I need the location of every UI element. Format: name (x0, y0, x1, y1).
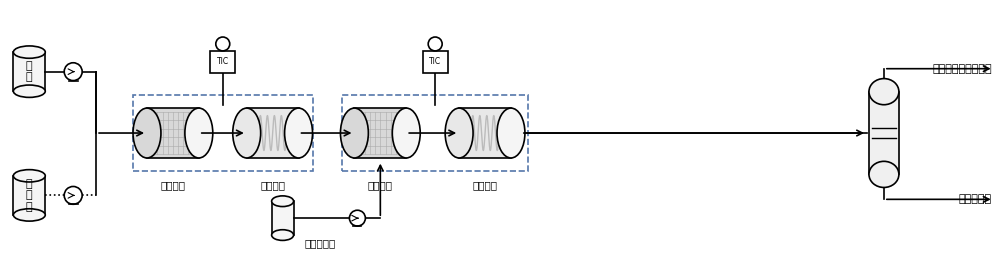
FancyBboxPatch shape (210, 51, 235, 73)
Circle shape (349, 210, 365, 226)
Bar (342, 95, 528, 171)
Ellipse shape (869, 161, 899, 188)
Circle shape (64, 63, 82, 80)
Text: 原
料: 原 料 (26, 61, 33, 82)
Ellipse shape (233, 108, 261, 158)
Bar (869, 92, 899, 175)
Bar (147, 108, 199, 158)
FancyBboxPatch shape (423, 51, 448, 73)
Ellipse shape (133, 108, 161, 158)
Bar (354, 108, 406, 158)
Text: 粗产品储罐: 粗产品储罐 (959, 194, 992, 204)
Circle shape (64, 186, 82, 204)
Ellipse shape (13, 170, 45, 182)
Bar (133, 95, 313, 171)
Ellipse shape (272, 196, 294, 207)
Ellipse shape (185, 108, 213, 158)
Text: 预热模块: 预热模块 (160, 180, 185, 191)
Bar (247, 108, 299, 158)
Bar (272, 201, 294, 235)
Text: 反应模块: 反应模块 (368, 180, 393, 191)
Text: TIC: TIC (429, 57, 441, 66)
Ellipse shape (340, 108, 368, 158)
Ellipse shape (392, 108, 420, 158)
Ellipse shape (285, 108, 313, 158)
Ellipse shape (869, 79, 899, 105)
Ellipse shape (13, 209, 45, 221)
Ellipse shape (13, 46, 45, 58)
Text: 混合模块: 混合模块 (260, 180, 285, 191)
Bar (13, 176, 45, 215)
Bar (459, 108, 511, 158)
Ellipse shape (445, 108, 473, 158)
Ellipse shape (13, 85, 45, 97)
Ellipse shape (272, 230, 294, 240)
Text: TIC: TIC (217, 57, 229, 66)
Text: 氧化剂补充: 氧化剂补充 (304, 238, 336, 248)
Text: 尾气、溶剂或轻组分: 尾气、溶剂或轻组分 (932, 64, 992, 74)
Circle shape (216, 37, 230, 51)
Ellipse shape (497, 108, 525, 158)
Text: 氧
化
剂: 氧 化 剂 (26, 179, 33, 212)
Text: 终止模块: 终止模块 (473, 180, 498, 191)
Bar (13, 52, 45, 91)
Circle shape (428, 37, 442, 51)
